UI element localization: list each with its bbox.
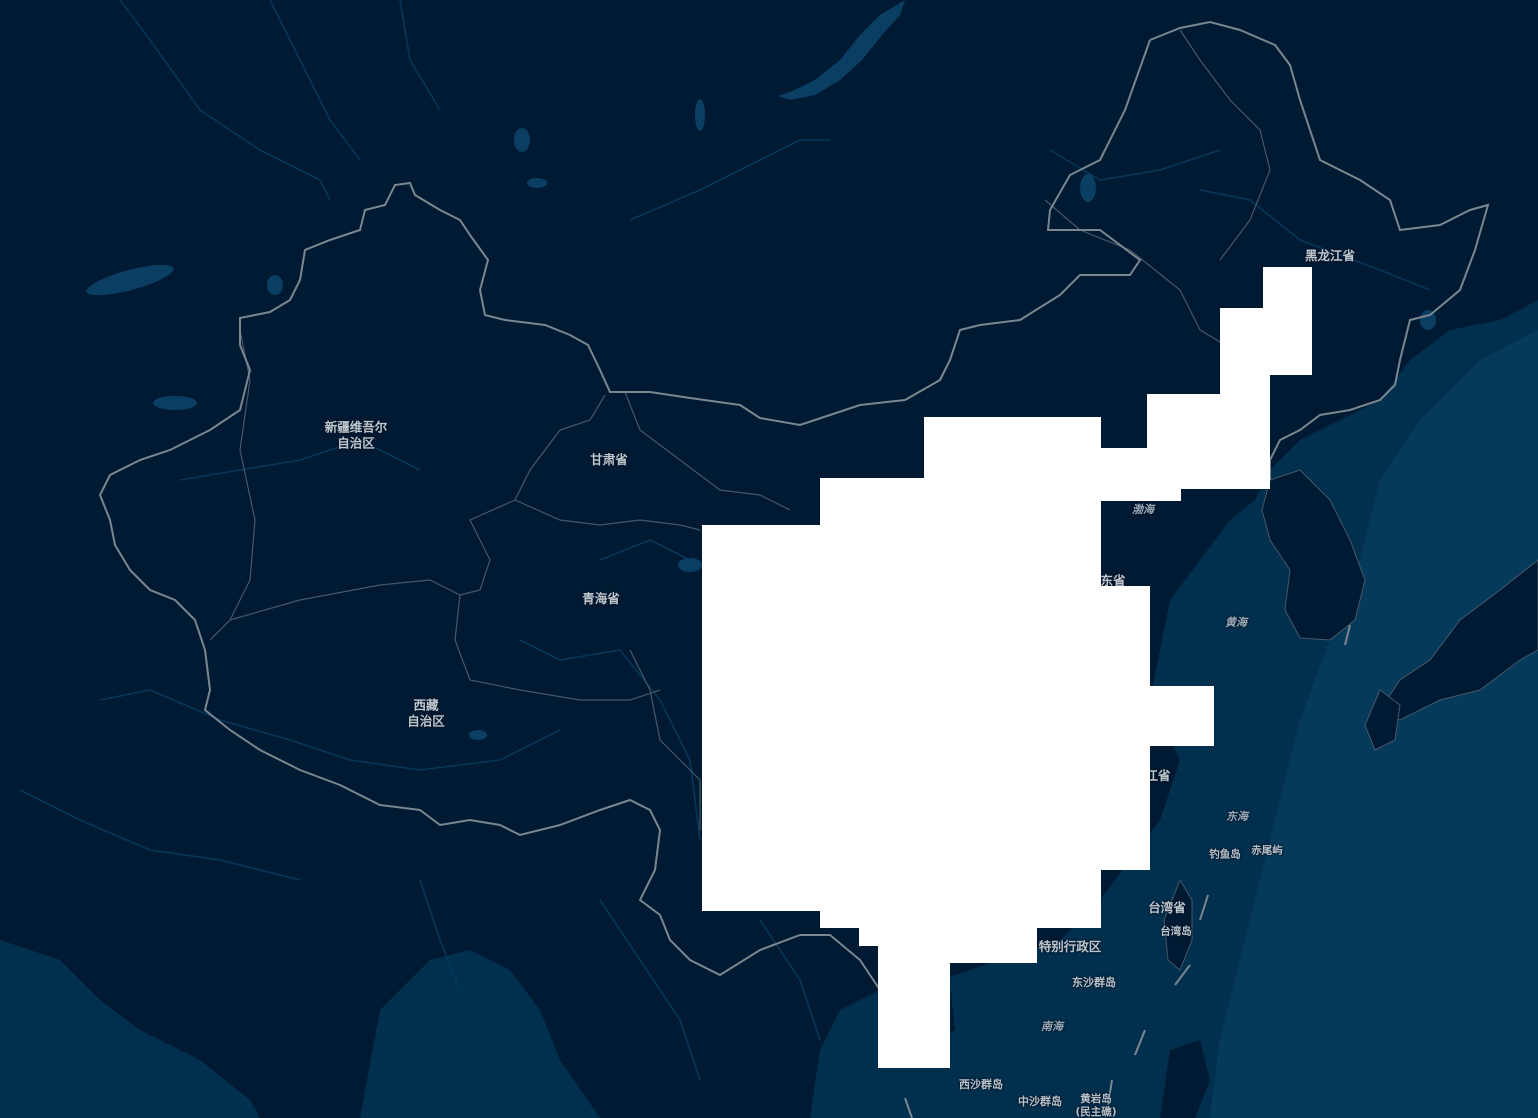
sea-bay-bengal (360, 950, 600, 1118)
tile-block (702, 525, 1100, 911)
tile-block (878, 930, 950, 1068)
lake-mongolia-1 (514, 128, 530, 152)
lake-khanka (1420, 310, 1436, 330)
tile-block (1263, 267, 1312, 375)
sea-bay-west (0, 940, 260, 1118)
korea-peninsula (1261, 469, 1366, 641)
lake-mongolia-2 (527, 178, 547, 188)
lake-balkhash (86, 264, 174, 296)
lake-baikal (778, 0, 905, 100)
lake-qinghai (678, 558, 702, 572)
philippines-coast (1160, 1040, 1210, 1118)
lake-west-1 (267, 275, 283, 295)
tile-block (1098, 686, 1214, 746)
lake-issyk (153, 396, 197, 410)
national-boundary (98, 20, 1490, 991)
rivers (19, 0, 1431, 1081)
tile-block (1100, 448, 1181, 501)
sakhalin-coast (1470, 150, 1538, 320)
taiwan-island-shape (1163, 878, 1193, 971)
lake-mongolia-3 (695, 99, 705, 131)
maritime-lines (904, 624, 1351, 1118)
lake-siling (469, 730, 487, 740)
lake-hulun (1080, 174, 1096, 202)
kyushu-island (1364, 689, 1401, 751)
